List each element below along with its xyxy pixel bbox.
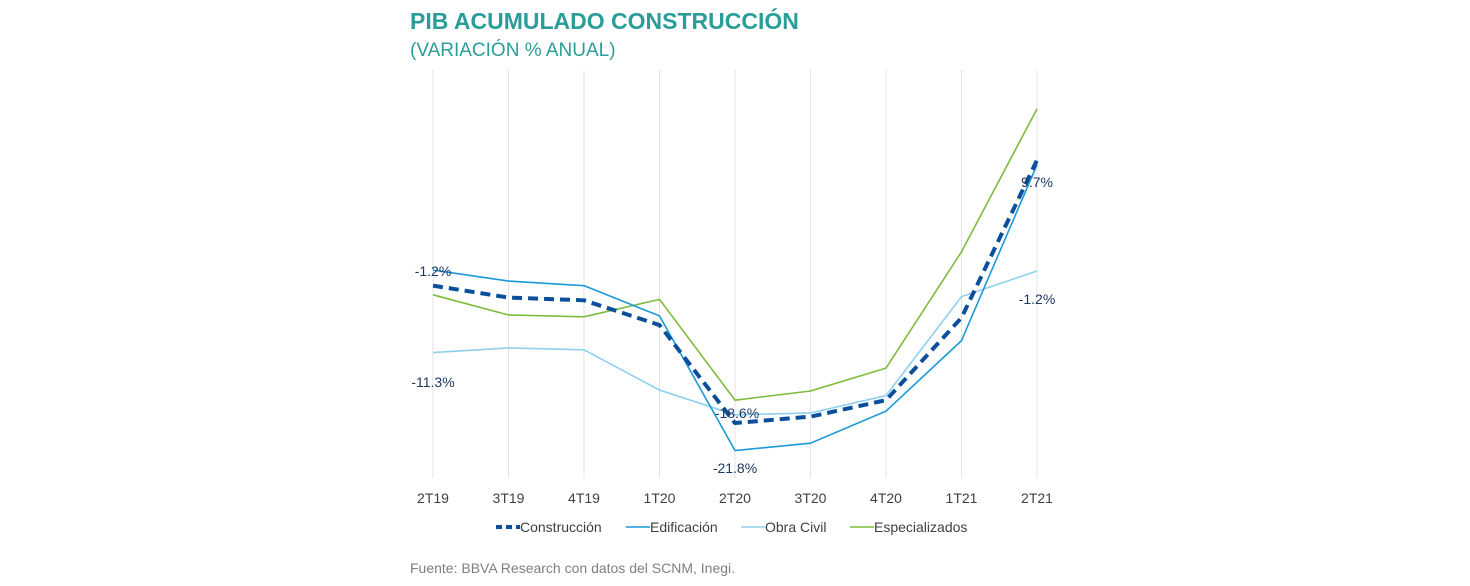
legend-label-construccion: Construcción [520,519,602,535]
x-tick-3t19: 3T19 [493,490,525,506]
x-tick-1t21: 1T21 [946,490,978,506]
x-tick-4t20: 4T20 [870,490,902,506]
legend-item-construccion: Construcción [496,519,602,535]
x-tick-1t20: 1T20 [644,490,676,506]
data-label-2t21-below: -1.2% [1019,291,1056,307]
gridlines [432,70,1038,478]
series-obra-civil-line [432,270,1038,416]
x-tick-2t19: 2T19 [417,490,449,506]
x-tick-2t20: 2T20 [719,490,751,506]
data-labels: -1.2% -11.3% -18.6% -21.8% 9.7% -1.2% [411,174,1055,476]
data-label-2t19-above: -1.2% [415,263,452,279]
series-lines [432,108,1039,452]
legend-item-obra-civil: Obra Civil [741,519,826,535]
legend: Construcción Edificación Obra Civil Especia… [496,519,967,535]
data-label-2t20-above: -18.6% [715,405,759,421]
chart-subtitle: (VARIACIÓN % ANUAL) [410,40,616,61]
x-tick-4t19: 4T19 [568,490,600,506]
series-especializados-line [432,108,1038,401]
source-note: Fuente: BBVA Research con datos del SCNM… [410,560,736,576]
data-label-2t19-below: -11.3% [411,374,454,390]
series-construccion-line [432,159,1039,426]
legend-item-especializados: Especializados [850,519,967,535]
data-label-2t20-below: -21.8% [713,460,757,476]
x-axis-ticks: 2T19 3T19 4T19 1T20 2T20 3T20 4T20 1T21 2T21 [417,490,1053,506]
legend-label-obra-civil: Obra Civil [765,519,826,535]
legend-label-especializados: Especializados [874,519,967,535]
series-edificacion-line [432,164,1038,452]
chart-title: PIB ACUMULADO CONSTRUCCIÓN [410,8,799,34]
data-label-2t21-above: 9.7% [1021,174,1053,190]
legend-item-edificacion: Edificación [626,519,718,535]
x-tick-2t21: 2T21 [1021,490,1053,506]
legend-label-edificacion: Edificación [650,519,718,535]
x-tick-3t20: 3T20 [795,490,827,506]
